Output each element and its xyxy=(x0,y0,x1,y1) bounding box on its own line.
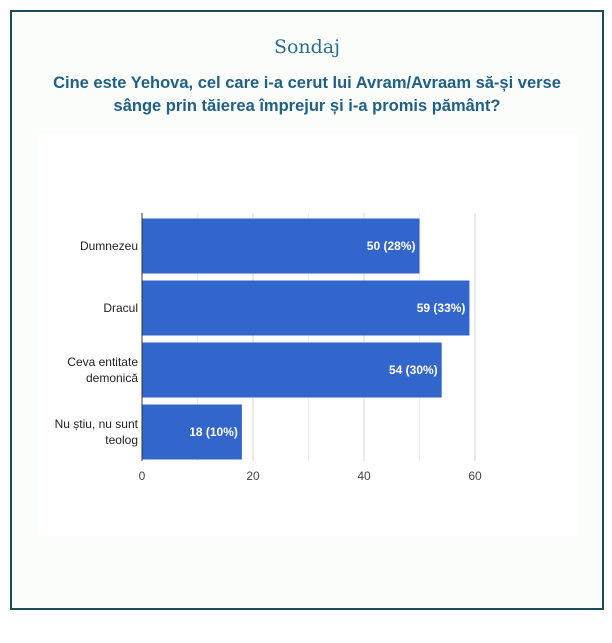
data-label: 18 (10%) xyxy=(189,425,238,439)
x-tick-label: 20 xyxy=(246,469,260,483)
category-label: Dumnezeu xyxy=(80,239,138,253)
x-tick-label: 60 xyxy=(468,469,482,483)
poll-title: Sondaj xyxy=(273,36,341,58)
poll-question: Cine este Yehova, cel care i-a cerut lui… xyxy=(53,74,561,115)
bar xyxy=(142,404,242,460)
x-tick-label: 0 xyxy=(139,469,146,483)
bar xyxy=(142,218,420,274)
data-label: 50 (28%) xyxy=(367,239,416,253)
category-label: Ceva entitate xyxy=(67,355,138,369)
bar xyxy=(142,342,442,398)
bar xyxy=(142,280,470,336)
category-label: Dracul xyxy=(103,301,138,315)
data-label: 54 (30%) xyxy=(389,363,438,377)
category-label: demonică xyxy=(86,371,138,385)
data-label: 59 (33%) xyxy=(417,301,466,315)
category-label: teolog xyxy=(105,433,138,447)
category-label: Nu știu, nu sunt xyxy=(55,417,139,431)
chart-panel: 50 (28%) Dumnezeu 59 (33%) Dracul 54 (30%) Ce… xyxy=(38,135,578,535)
bar-chart: 50 (28%) Dumnezeu 59 (33%) Dracul 54 (30%) Ce… xyxy=(55,213,482,483)
x-tick-label: 40 xyxy=(357,469,371,483)
